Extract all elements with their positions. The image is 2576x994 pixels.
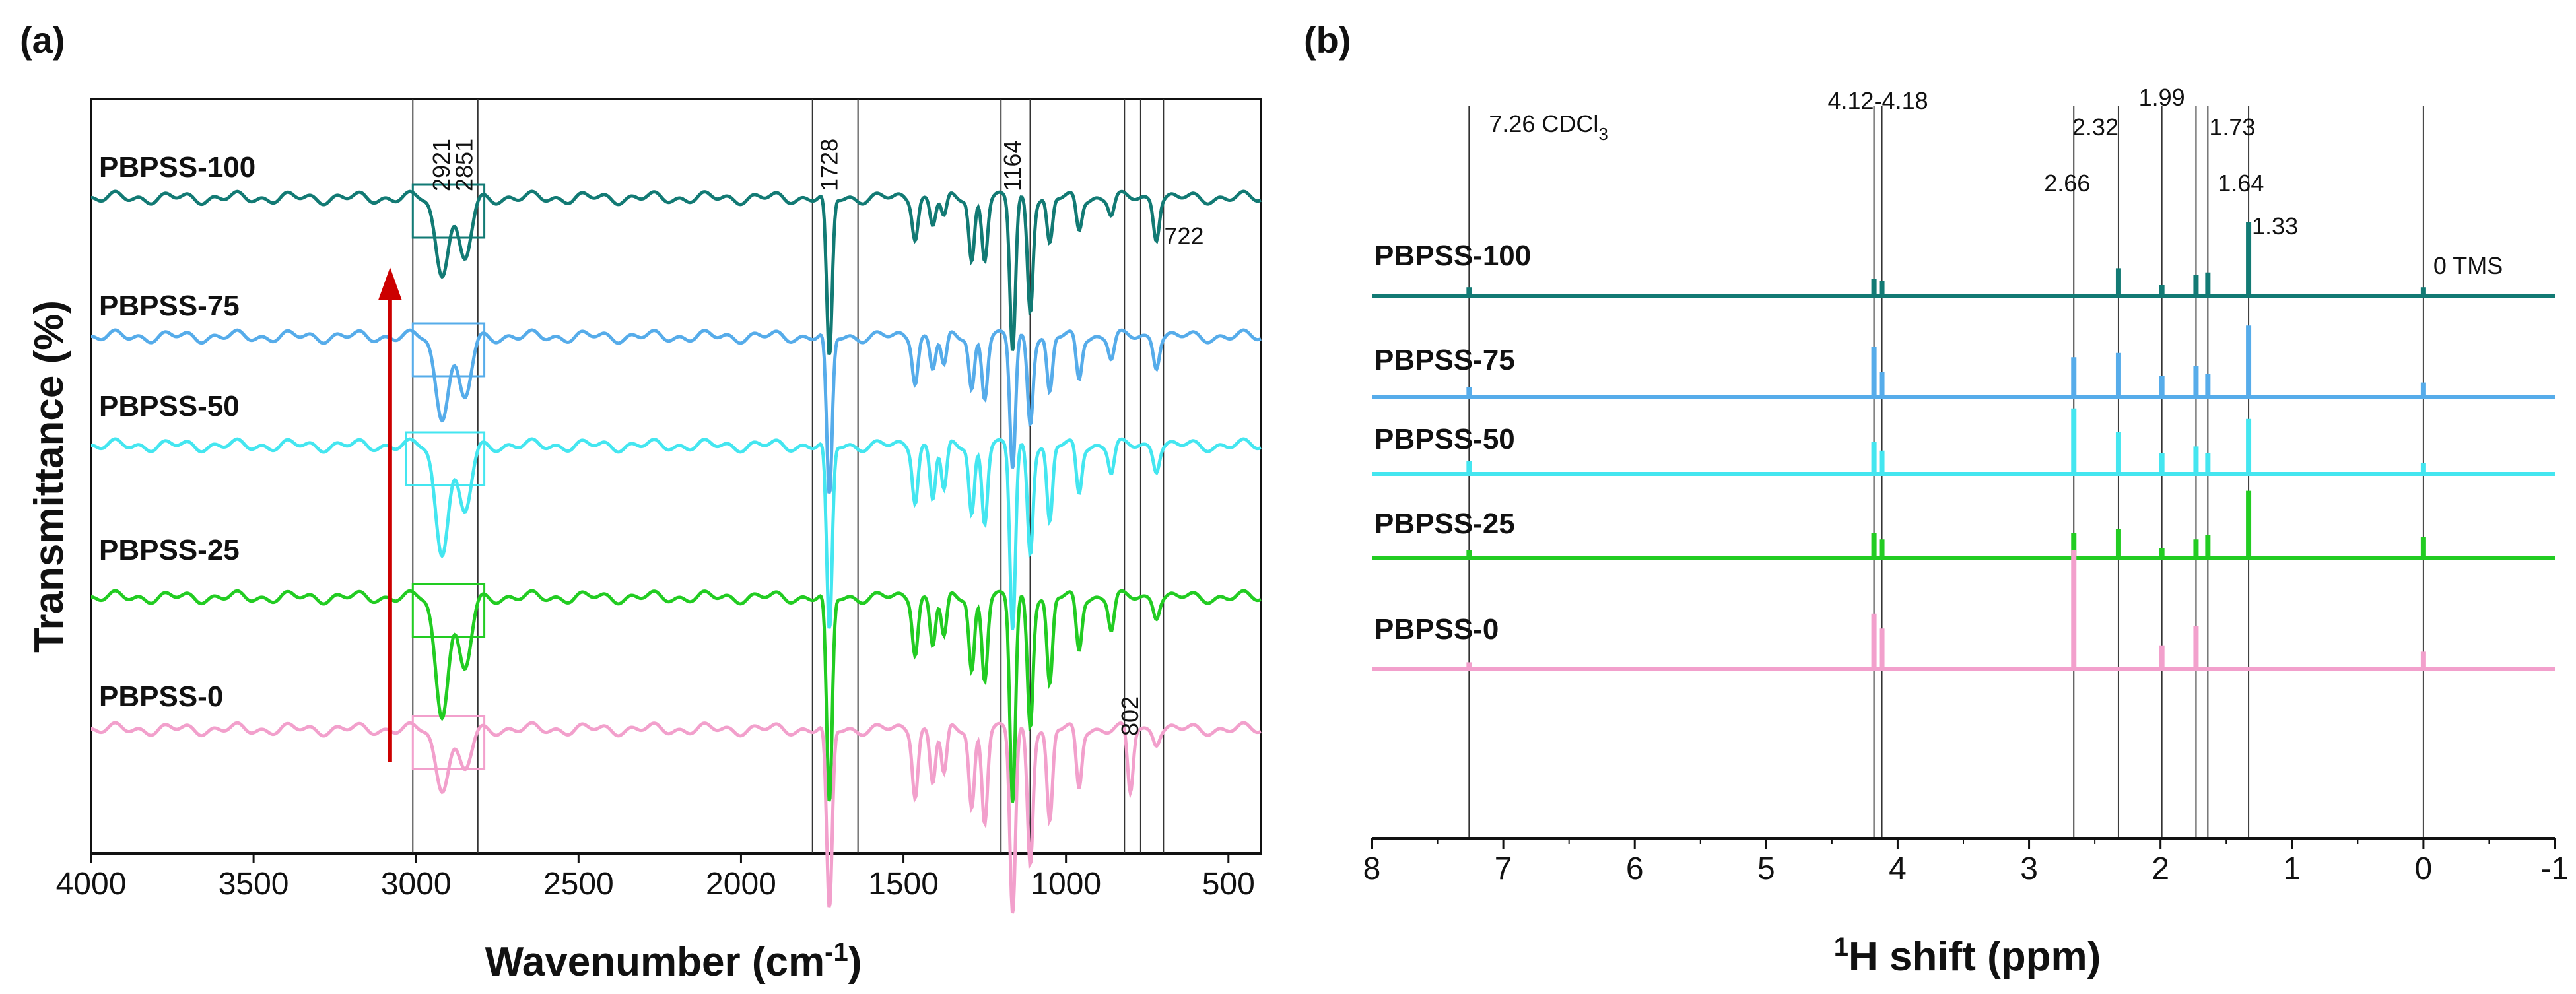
ftir-series-label: PBPSS-75 — [99, 290, 240, 322]
nmr-annotation: 1.73 — [2209, 114, 2255, 141]
nmr-series-label: PBPSS-25 — [1374, 508, 1515, 540]
ftir-series-line — [91, 437, 1262, 630]
nmr-annotation: 4.12-4.18 — [1828, 87, 1928, 114]
nmr-annotation: 7.26 CDCl3 — [1489, 110, 1608, 144]
ftir-panel: (a) PBPSS-100PBPSS-75PBPSS-50PBPSS-25PBP… — [20, 19, 1262, 985]
nmr-annotation: 1.64 — [2218, 170, 2264, 197]
nmr-series-label: PBPSS-100 — [1374, 240, 1531, 272]
x-tick-label: 5 — [1757, 851, 1775, 886]
nmr-annotation: 1.33 — [2252, 213, 2298, 240]
nmr-series-label: PBPSS-0 — [1374, 613, 1499, 646]
ftir-series-label: PBPSS-50 — [99, 390, 240, 422]
x-tick-label: 8 — [1363, 851, 1381, 886]
nmr-annotation: 2.32 — [2072, 114, 2118, 141]
highlight-box — [405, 431, 486, 486]
x-tick-label: 2000 — [706, 867, 776, 902]
x-tick-label: 3500 — [219, 867, 289, 902]
nmr-series-label: PBPSS-50 — [1374, 423, 1515, 455]
highlight-box — [411, 322, 486, 378]
ftir-series-line — [91, 721, 1262, 914]
nmr-annotation: 2.66 — [2044, 170, 2090, 197]
ftir-series-line — [91, 328, 1262, 494]
trend-arrow-head — [378, 267, 402, 300]
ftir-x-ticks: 4000 3500 3000 2500 2000 1500 1000 500 — [56, 853, 1255, 902]
nmr-annotation: 0 TMS — [2433, 252, 2503, 279]
ftir-series-line — [91, 189, 1262, 356]
nmr-series-group: PBPSS-100 PBPSS-75 PBPSS-50 PBPSS-25 PBPSS-0 — [1372, 222, 2555, 671]
peak-label: 802 — [1116, 696, 1143, 736]
x-tick-label: 3 — [2020, 851, 2038, 886]
ftir-series-label: PBPSS-100 — [99, 151, 255, 183]
x-tick-label: 4000 — [56, 867, 127, 902]
x-tick-label: -1 — [2541, 851, 2569, 886]
peak-label: 1728 — [815, 139, 842, 191]
x-tick-label: 1 — [2283, 851, 2301, 886]
highlight-box — [411, 183, 486, 239]
x-tick-label: 7 — [1495, 851, 1512, 886]
nmr-peak-annotations: 7.26 CDCl3 4.12-4.18 1.99 2.32 1.73 2.66 1.64 1… — [1489, 84, 2503, 279]
nmr-series-label: PBPSS-75 — [1374, 344, 1515, 376]
ftir-plot-frame — [90, 98, 1262, 855]
ftir-x-axis-title: Wavenumber (cm-1) — [485, 938, 862, 985]
x-tick-label: 6 — [1626, 851, 1644, 886]
x-tick-label: 1500 — [868, 867, 939, 902]
x-tick-label: 3000 — [381, 867, 452, 902]
x-tick-label: 2500 — [543, 867, 614, 902]
ftir-reference-lines — [412, 99, 1165, 853]
peak-label: 2851 — [451, 139, 478, 191]
nmr-x-axis-title: 1H shift (ppm) — [1834, 933, 2101, 979]
panel-b-label: (b) — [1304, 19, 1351, 61]
ftir-series-group: PBPSS-100 PBPSS-75 PBPSS-50 PBPSS-25 PBPSS-0 — [91, 151, 1262, 914]
peak-label: 2921 — [428, 139, 455, 191]
x-tick-label: 0 — [2415, 851, 2433, 886]
nmr-x-ticks: 8 7 6 5 4 3 2 1 0 -1 — [1363, 838, 2569, 886]
highlight-box — [411, 583, 486, 638]
peak-label: 1164 — [999, 141, 1026, 191]
ftir-highlight-boxes — [405, 183, 486, 770]
x-tick-label: 1000 — [1031, 867, 1101, 902]
ftir-series-line — [91, 589, 1262, 803]
x-tick-label: 500 — [1202, 867, 1255, 902]
trend-arrow — [378, 267, 402, 762]
x-tick-label: 4 — [1889, 851, 1907, 886]
nmr-panel: (b) PBPSS-100PBPSS-75PBPSS-50PBPSS-25PBP… — [1304, 19, 2569, 979]
ftir-series-label: PBPSS-25 — [99, 534, 240, 566]
x-tick-label: 2 — [2152, 851, 2169, 886]
nmr-annotation: 1.99 — [2139, 84, 2185, 111]
panel-a-label: (a) — [20, 19, 65, 61]
ftir-y-axis-title: Transmittance (%) — [26, 300, 72, 653]
ftir-series-label: PBPSS-0 — [99, 680, 223, 713]
peak-label: 722 — [1165, 222, 1204, 249]
